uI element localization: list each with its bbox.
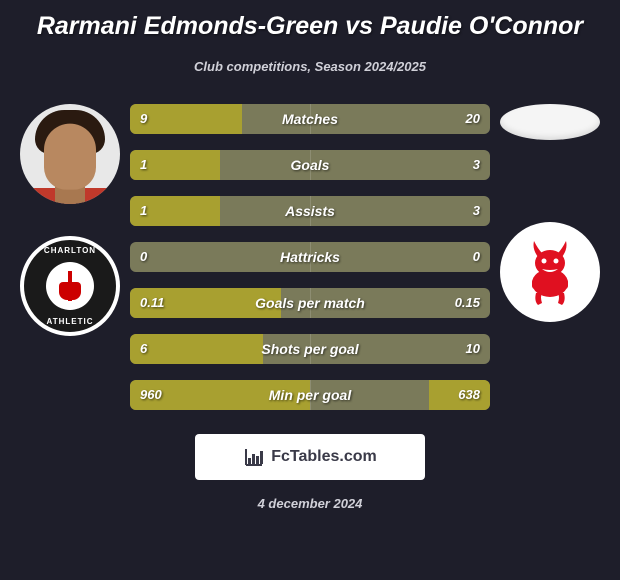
club-badge-right: [500, 172, 600, 272]
stat-value-right: 20: [466, 104, 480, 134]
subtitle: Club competitions, Season 2024/2025: [0, 59, 620, 74]
stat-bars: 9Matches20 1Goals3 1Assists3 0Hattricks0 0.1…: [130, 104, 490, 410]
charlton-badge-icon: CHARLTON ATHLETIC: [20, 236, 120, 336]
stat-label: Min per goal: [130, 380, 490, 410]
page-title: Rarmani Edmonds-Green vs Paudie O'Connor: [0, 0, 620, 41]
stat-value-right: 0: [473, 242, 480, 272]
stat-value-right: 0.15: [455, 288, 480, 318]
lincoln-badge-icon: [500, 222, 600, 322]
stat-value-right: 3: [473, 196, 480, 226]
stat-row: 960Min per goal638: [130, 380, 490, 410]
club-badge-left: CHARLTON ATHLETIC: [20, 236, 120, 336]
player-avatar-left: [20, 104, 120, 204]
brand-text: FcTables.com: [271, 448, 377, 466]
stat-row: 0Hattricks0: [130, 242, 490, 272]
brand-footer: FcTables.com: [195, 434, 425, 480]
stat-label: Assists: [130, 196, 490, 226]
imp-icon: [520, 237, 580, 307]
player-avatar-right: [500, 104, 600, 140]
left-side: CHARLTON ATHLETIC: [10, 104, 130, 410]
date-text: 4 december 2024: [0, 496, 620, 511]
stat-row: 6Shots per goal10: [130, 334, 490, 364]
chart-icon: [243, 446, 265, 468]
comparison-content: CHARLTON ATHLETIC 9Matches20 1Goals3 1Assi…: [0, 104, 620, 410]
stat-value-right: 638: [458, 380, 480, 410]
stat-row: 9Matches20: [130, 104, 490, 134]
badge-text-top: CHARLTON: [24, 246, 116, 255]
stat-label: Hattricks: [130, 242, 490, 272]
right-side: [490, 104, 610, 410]
stat-label: Goals: [130, 150, 490, 180]
stat-value-right: 3: [473, 150, 480, 180]
hand-icon: [59, 282, 81, 300]
stat-row: 1Assists3: [130, 196, 490, 226]
stat-label: Shots per goal: [130, 334, 490, 364]
stat-row: 1Goals3: [130, 150, 490, 180]
badge-text-bottom: ATHLETIC: [24, 317, 116, 326]
stat-value-right: 10: [466, 334, 480, 364]
stat-label: Goals per match: [130, 288, 490, 318]
stat-row: 0.11Goals per match0.15: [130, 288, 490, 318]
stat-label: Matches: [130, 104, 490, 134]
